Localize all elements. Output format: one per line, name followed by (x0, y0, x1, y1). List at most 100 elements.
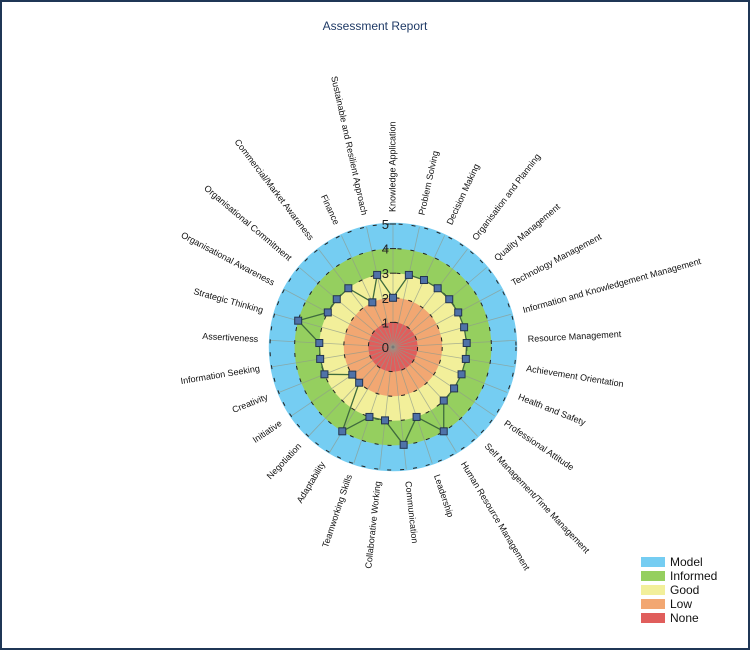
data-point[interactable] (316, 354, 325, 363)
category-label: Achievement Orientation (526, 363, 625, 389)
chart-title: Assessment Report (322, 19, 428, 33)
data-point[interactable] (399, 440, 408, 449)
category-label: Quality Management (492, 201, 562, 263)
data-point[interactable] (381, 416, 390, 425)
data-point[interactable] (368, 298, 377, 307)
grid-ring (269, 223, 517, 471)
legend-label: Good (670, 583, 700, 597)
data-point[interactable] (389, 293, 397, 302)
data-point[interactable] (332, 295, 341, 304)
axis-tick-label: 5 (382, 217, 389, 232)
data-point[interactable] (433, 284, 442, 293)
data-point[interactable] (454, 308, 463, 317)
data-point[interactable] (412, 412, 421, 421)
category-label: Problem Solving (417, 150, 441, 216)
legend-swatch (641, 585, 665, 595)
legend-item-none: None (641, 611, 717, 625)
spoke (392, 267, 488, 348)
category-label: Teamworking Skills (320, 473, 354, 549)
data-point[interactable] (320, 370, 329, 379)
spoke (290, 346, 394, 417)
legend-swatch (641, 557, 665, 567)
category-label: Information Seeking (180, 363, 261, 386)
category-label: Adaptability (295, 459, 328, 504)
spoke (379, 346, 394, 470)
axis-tick-label: 4 (382, 242, 389, 257)
data-point[interactable] (439, 396, 448, 405)
legend-label: Low (670, 597, 693, 611)
category-label: Strategic Thinking (192, 286, 264, 315)
legend-label: None (670, 611, 699, 625)
spoke (353, 346, 394, 464)
category-label: Professional Attitude (502, 418, 576, 472)
category-label: Collaborative Working (363, 481, 382, 569)
data-point[interactable] (348, 370, 357, 379)
data-point[interactable] (373, 270, 382, 279)
category-label: Leadership (432, 473, 456, 518)
spoke (392, 289, 502, 348)
legend-swatch (641, 571, 665, 581)
legend-label: Model (670, 555, 703, 569)
spoke (392, 346, 407, 470)
data-point[interactable] (323, 308, 332, 317)
data-point[interactable] (338, 427, 347, 436)
spoke (392, 346, 433, 464)
data-point[interactable] (445, 295, 454, 304)
spoke (270, 339, 394, 348)
spoke (366, 226, 394, 348)
spoke (392, 313, 512, 348)
legend: Model Informed Good Low None (641, 555, 717, 625)
spoke (392, 339, 516, 348)
axis-tick-label: 0 (382, 340, 389, 355)
data-point[interactable] (404, 270, 413, 279)
spoke (340, 235, 394, 348)
data-point[interactable] (419, 276, 428, 285)
data-point[interactable] (344, 284, 353, 293)
category-label: Communication (403, 481, 420, 544)
data-point[interactable] (294, 316, 303, 325)
axis-tick-label: 1 (382, 315, 389, 330)
legend-item-model: Model (641, 555, 717, 569)
legend-swatch (641, 613, 665, 623)
spoke (298, 267, 394, 348)
spoke (392, 248, 468, 348)
category-label: Negotiation (265, 441, 304, 481)
legend-label: Informed (670, 569, 718, 583)
spoke (392, 346, 515, 368)
category-label: Decision Making (445, 162, 482, 226)
data-point[interactable] (457, 370, 466, 379)
category-label: Sustainable and Resilient Approach (329, 75, 369, 216)
spoke (271, 346, 394, 368)
axis-tick-label: 3 (382, 266, 389, 281)
category-label: Creativity (231, 392, 270, 415)
data-point[interactable] (462, 339, 471, 348)
category-label: Finance (319, 193, 342, 226)
category-label: Health and Safety (517, 392, 588, 428)
grid-ring (294, 248, 492, 446)
spoke (284, 289, 394, 348)
data-point[interactable] (450, 384, 459, 393)
category-label: Resource Management (527, 329, 621, 344)
data-point[interactable] (365, 412, 374, 421)
legend-swatch (641, 599, 665, 609)
grid-ring (367, 321, 419, 373)
data-point[interactable] (461, 354, 470, 363)
data-point[interactable] (460, 323, 469, 332)
category-label: Knowledge Application (387, 121, 397, 212)
spoke (392, 346, 508, 393)
spoke (278, 346, 394, 393)
spoke (392, 235, 446, 348)
grid-ring (343, 297, 443, 397)
category-label: Assertiveness (202, 331, 259, 344)
spoke (392, 226, 420, 348)
spoke (318, 248, 394, 348)
spoke (392, 346, 478, 437)
axis-tick-label: 2 (382, 291, 389, 306)
legend-item-informed: Informed (641, 569, 717, 583)
spoke (392, 346, 496, 417)
category-label: Self Management/Time Management (483, 441, 592, 555)
data-point[interactable] (315, 339, 324, 348)
data-point[interactable] (439, 427, 448, 436)
data-point[interactable] (355, 378, 364, 387)
